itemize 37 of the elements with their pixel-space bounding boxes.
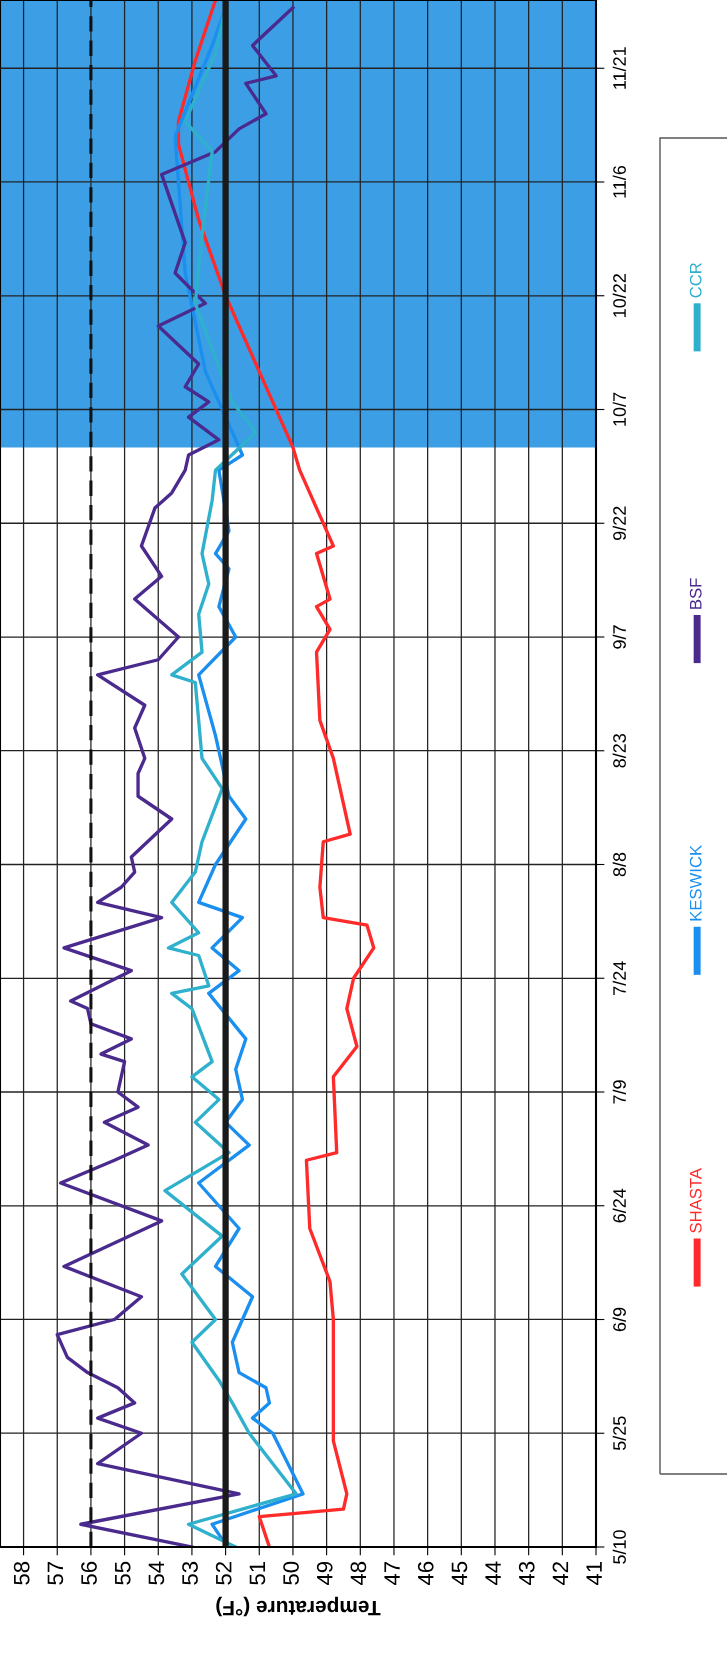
text: BSF [689, 578, 702, 609]
x-tick-label: 54 [148, 1561, 165, 1585]
y-tick-label: 7/24 [612, 961, 626, 995]
x-tick-label: 45 [451, 1561, 468, 1586]
y-tick-label: 5/10 [612, 1530, 626, 1564]
x-tick-label: 43 [518, 1561, 535, 1586]
y-tick-label: 8/23 [612, 733, 626, 768]
text: CCR [689, 262, 702, 298]
x-tick-label: 56 [81, 1561, 97, 1585]
x-tick-label: 44 [485, 1561, 501, 1586]
x-tick-label: 42 [552, 1562, 569, 1586]
y-tick-label: 9/7 [612, 625, 626, 649]
x-tick-label: 57 [47, 1562, 64, 1585]
text: KESWICK [689, 845, 702, 921]
x-tick-label: 51 [249, 1561, 266, 1585]
y-tick-label: 6/24 [612, 1188, 626, 1223]
x-tick-label: 52 [215, 1562, 232, 1585]
y-tick-label: 11/21 [612, 47, 626, 89]
x-tick-label: 50 [283, 1561, 299, 1585]
y-tick-label: 10/22 [612, 274, 626, 317]
x-axis-title: Temperature (°F) [216, 1596, 381, 1617]
x-tick-label: 41 [586, 1561, 602, 1586]
x-tick-label: 46 [417, 1561, 434, 1586]
text: SHASTA [689, 1168, 702, 1233]
x-tick-label: 49 [316, 1561, 333, 1586]
x-tick-label: 58 [13, 1561, 30, 1585]
y-tick-label: 9/22 [612, 506, 626, 540]
x-tick-label: 47 [384, 1562, 400, 1586]
x-tick-label: 53 [182, 1561, 198, 1585]
x-tick-label: 48 [350, 1561, 367, 1586]
y-tick-label: 10/7 [612, 392, 626, 426]
x-tick-label: 55 [115, 1561, 131, 1585]
y-tick-label: 7/9 [612, 1080, 626, 1104]
y-tick-label: 8/8 [612, 852, 626, 877]
y-tick-label: 11/6 [612, 165, 626, 198]
y-tick-label: 5/25 [612, 1416, 626, 1451]
y-tick-label: 6/9 [612, 1307, 626, 1332]
